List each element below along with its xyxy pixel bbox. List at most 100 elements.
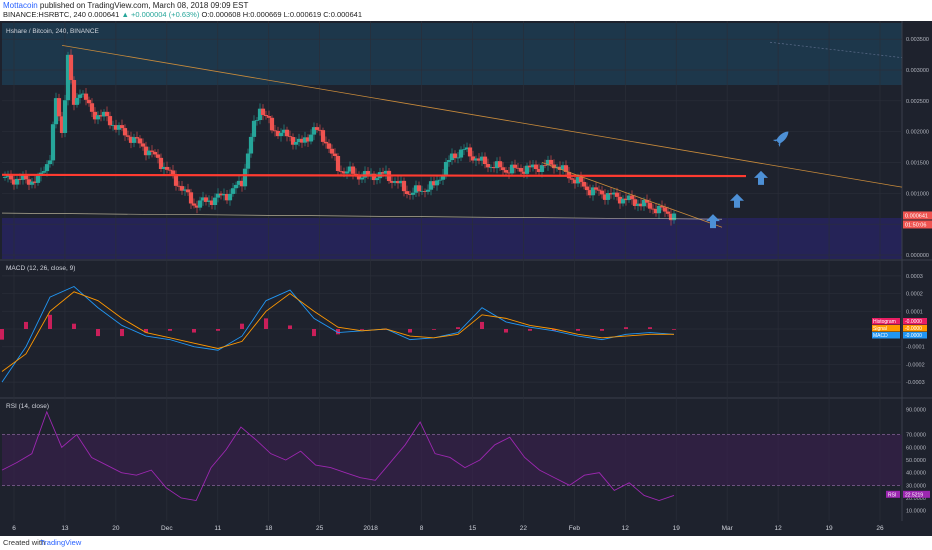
candle-body <box>17 178 23 180</box>
candle-body <box>572 179 578 184</box>
candle-body <box>209 200 215 205</box>
candle-body <box>455 157 461 159</box>
x-tick-label: 25 <box>316 525 324 532</box>
candle-body <box>542 165 548 166</box>
candle-body <box>491 167 497 169</box>
rsi-band-fill <box>2 434 902 486</box>
macd-y-tick: -0.0001 <box>906 345 925 351</box>
candle-body <box>218 193 224 196</box>
x-tick-label: 19 <box>825 525 833 532</box>
candle-body <box>83 93 89 100</box>
macd-histogram-bar <box>288 325 292 329</box>
candle-body <box>248 136 254 154</box>
candle-body <box>338 171 344 172</box>
candle-body <box>665 211 671 214</box>
candle-body <box>224 193 230 201</box>
candle-body <box>323 141 329 144</box>
author-link[interactable]: Mottacoin <box>3 1 38 10</box>
macd-histogram-bar <box>0 329 4 340</box>
macd-legend-bg <box>872 325 900 332</box>
candle-body <box>401 180 407 192</box>
candle-body <box>41 171 47 173</box>
candle-body <box>446 160 452 162</box>
candle-body <box>50 124 56 161</box>
rsi-y-tick: 90.0000 <box>906 407 926 413</box>
candle-body <box>122 128 128 136</box>
candle-body <box>488 167 494 168</box>
candle-body <box>242 168 248 187</box>
candle-body <box>110 125 116 126</box>
candle-body <box>428 181 434 190</box>
tradingview-logo[interactable]: TradingView <box>40 538 82 547</box>
candle-body <box>230 188 236 194</box>
candle-body <box>425 189 431 192</box>
candle-body <box>164 166 170 170</box>
candle-body <box>317 129 323 131</box>
candle-body <box>179 186 185 191</box>
candle-body <box>77 94 83 98</box>
candle-body <box>119 125 125 129</box>
x-tick-label: 8 <box>420 525 424 532</box>
candle-body <box>443 161 449 175</box>
candle-body <box>647 202 653 209</box>
candle-body <box>305 137 311 142</box>
macd-histogram-bar <box>120 329 124 337</box>
candle-body <box>92 111 98 120</box>
candle-body <box>275 130 281 137</box>
price-y-tick: 0.003000 <box>906 68 929 74</box>
candle-body <box>71 79 77 105</box>
candle-body <box>44 164 50 172</box>
macd-legend-label: Histogram <box>873 319 896 325</box>
candle-body <box>173 174 179 186</box>
candle-body <box>311 127 317 135</box>
macd-histogram-bar <box>672 329 676 330</box>
candle-body <box>62 100 68 133</box>
macd-histogram-bar <box>192 329 196 333</box>
countdown-label: 01:50:06 <box>905 222 926 228</box>
candle-body <box>482 156 488 165</box>
signal-line <box>1 291 674 372</box>
candle-body <box>290 137 296 145</box>
candle-body <box>371 173 377 181</box>
candle-body <box>344 171 350 174</box>
candle-body <box>617 196 623 204</box>
macd-histogram-bar <box>216 329 220 331</box>
macd-histogram-bar <box>456 327 460 329</box>
candle-body <box>167 169 173 171</box>
candle-body <box>608 193 614 195</box>
price-y-tick: 0.002500 <box>906 99 929 105</box>
candle-body <box>398 180 404 184</box>
price-band-top <box>2 23 902 85</box>
candle-body <box>629 195 635 200</box>
candle-body <box>638 203 644 207</box>
candle-body <box>269 117 275 131</box>
macd-value-bg <box>903 325 927 332</box>
chart-svg[interactable]: 6 13 20 Dec 11 18 25 2018 8 15 22 Feb 12 19 Mar 12 19 26 0… <box>0 21 932 536</box>
candle-body <box>47 160 53 165</box>
candle-body <box>506 172 512 174</box>
candle-body <box>422 191 428 193</box>
candle-body <box>587 190 593 196</box>
candle-body <box>215 193 221 198</box>
x-tick-label: 6 <box>12 525 16 532</box>
candle-body <box>185 189 191 193</box>
rsi-y-tick: 10.0000 <box>906 509 926 515</box>
candle-body <box>188 192 194 204</box>
candle-body <box>407 193 413 195</box>
candle-body <box>590 187 596 196</box>
candle-body <box>404 191 410 194</box>
x-tick-label: 18 <box>265 525 273 532</box>
candle-body <box>533 164 539 170</box>
candle-body <box>101 111 107 117</box>
candle-body <box>236 180 242 185</box>
steep-trend-line <box>541 162 723 228</box>
chart-area[interactable]: 6 13 20 Dec 11 18 25 2018 8 15 22 Feb 12 19 Mar 12 19 26 0… <box>0 21 932 536</box>
candle-body <box>458 149 464 158</box>
countdown-label-bg <box>903 220 932 229</box>
rsi-y-tick: 40.0000 <box>906 471 926 477</box>
macd-legend-bg <box>872 332 900 339</box>
price-y-tick: 0.001000 <box>906 191 929 197</box>
candle-body <box>200 197 206 201</box>
macd-histogram-bar <box>96 329 100 337</box>
candle-body <box>539 165 545 173</box>
